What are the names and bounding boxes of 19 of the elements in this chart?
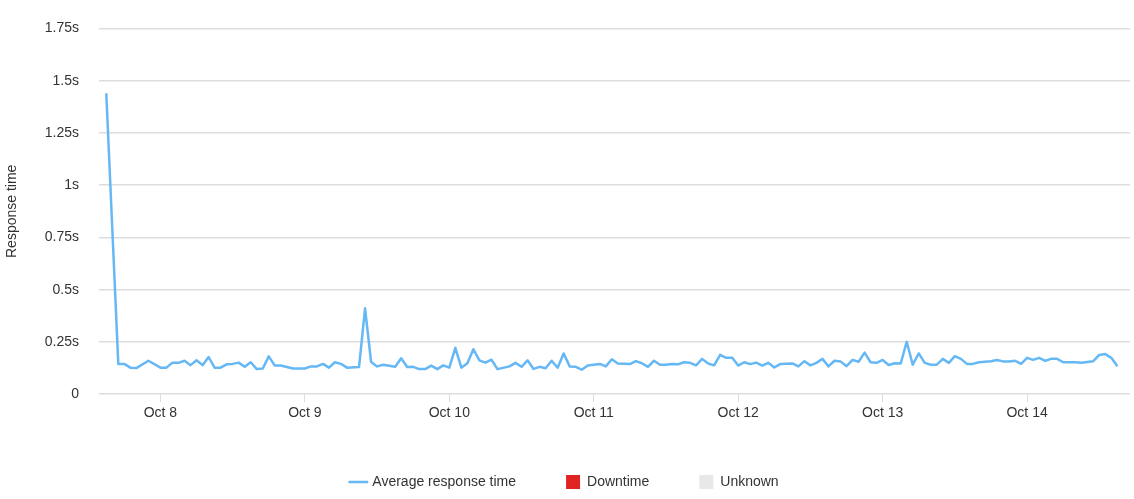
x-tick-label: Oct 9 — [288, 404, 322, 421]
legend-label: Average response time — [372, 472, 517, 489]
y-tick-label: 1.5s — [52, 71, 80, 88]
x-tick-label: Oct 11 — [573, 404, 615, 421]
x-tick-label: Oct 13 — [862, 404, 904, 421]
legend-label: Unknown — [720, 472, 779, 489]
y-tick-label: 0.25s — [44, 332, 80, 349]
x-tick-label: Oct 8 — [143, 404, 178, 421]
y-tick-label: 0.5s — [52, 280, 80, 297]
y-tick-label: 0 — [71, 385, 80, 402]
y-tick-label: 1.75s — [44, 19, 80, 36]
y-tick-label: 0.75s — [44, 228, 80, 245]
y-tick-label: 1.25s — [44, 123, 80, 140]
legend-label: Downtime — [587, 472, 650, 489]
x-tick-label: Oct 14 — [1006, 404, 1048, 421]
x-tick-label: Oct 10 — [428, 404, 471, 421]
x-tick-label: Oct 12 — [717, 404, 760, 421]
y-axis-title: Response time — [3, 164, 20, 258]
y-tick-label: 1s — [64, 176, 80, 193]
